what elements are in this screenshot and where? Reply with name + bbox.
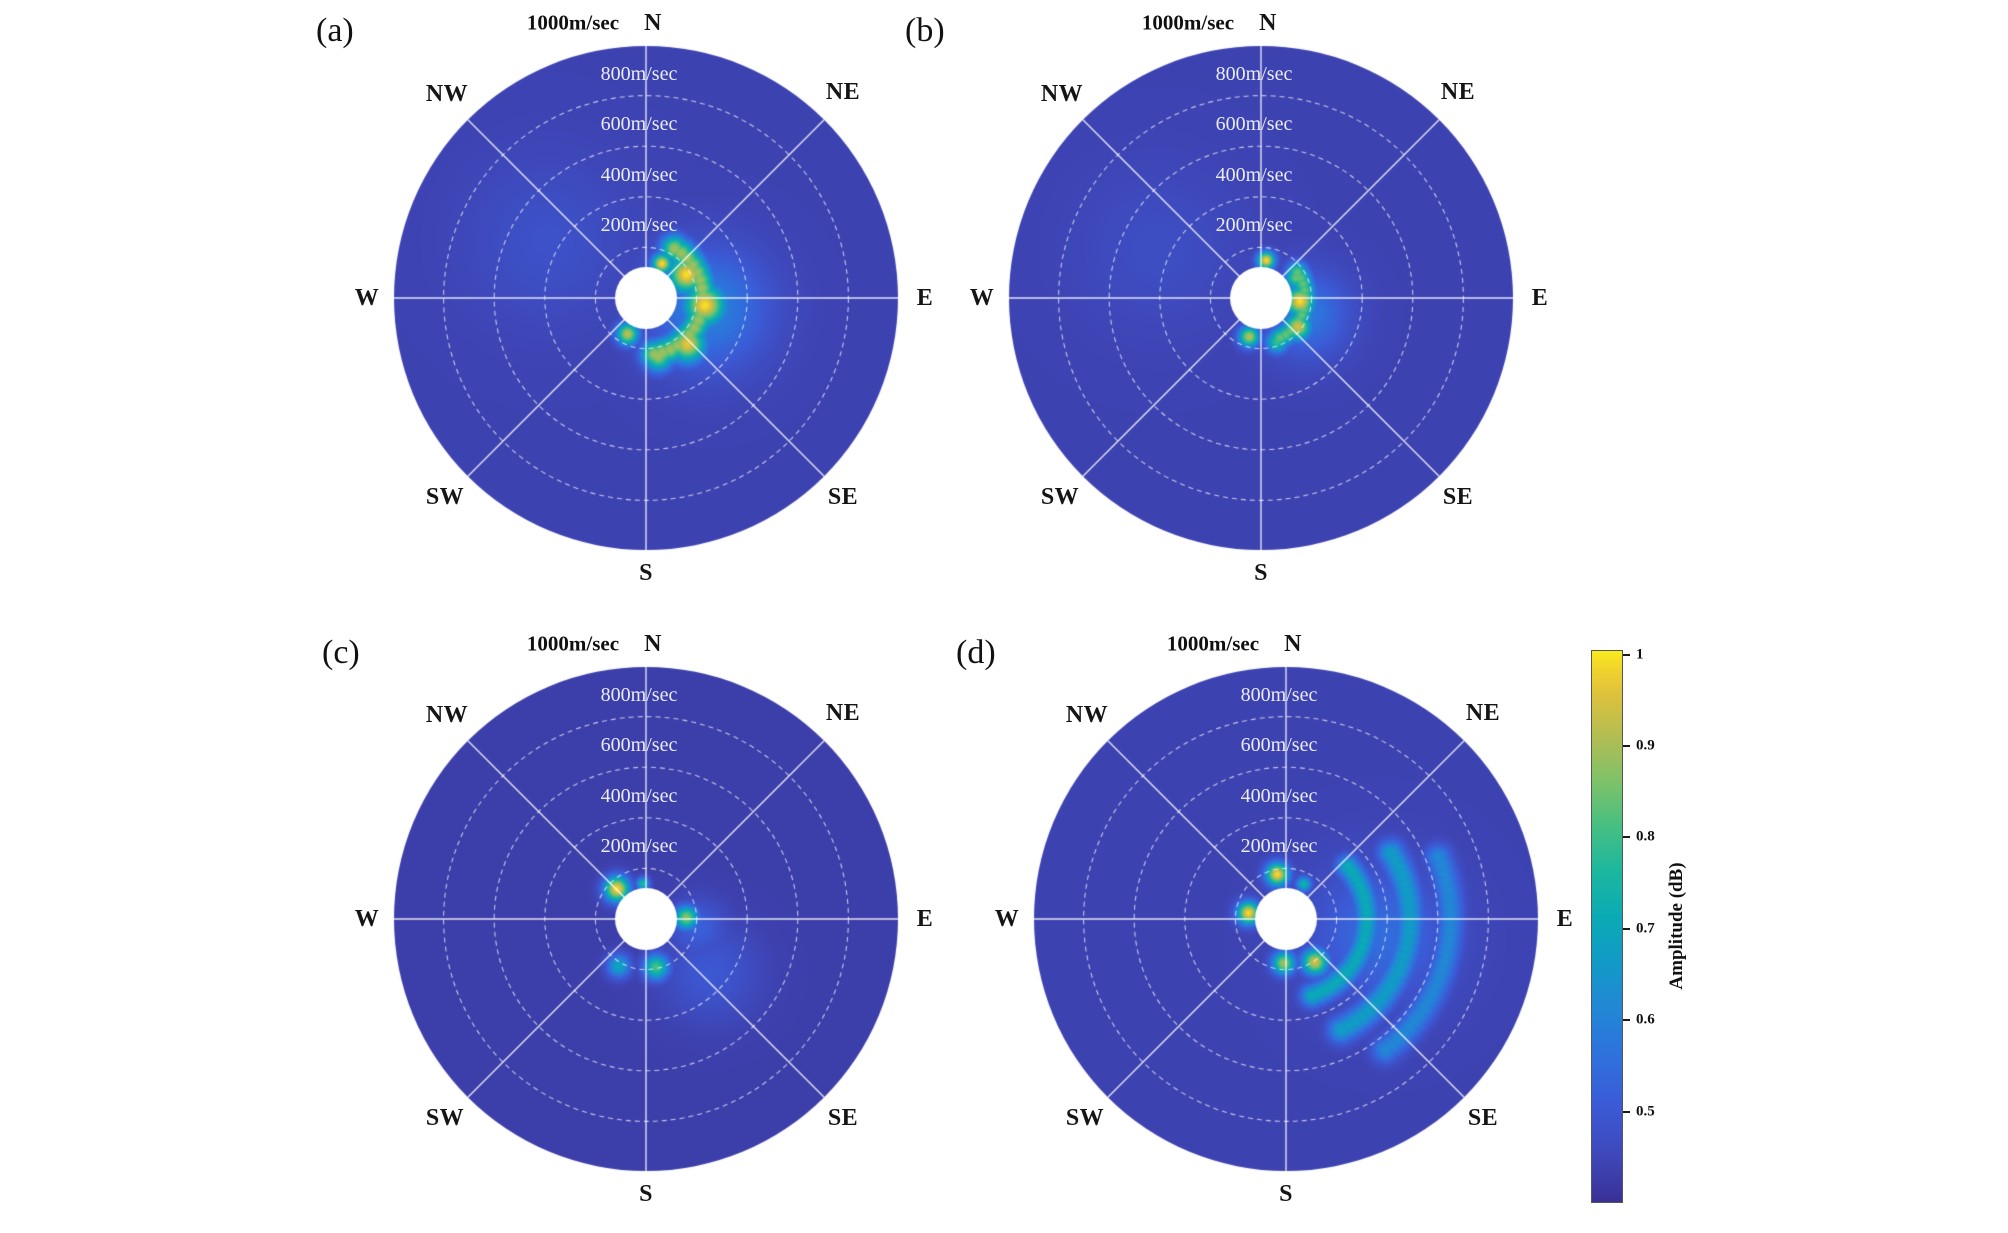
compass-sw: SW [1065,1105,1105,1131]
colorbar-tickmark [1623,836,1630,839]
compass-e: E [1556,906,1574,932]
ring-label-200: 200m/sec [1215,214,1293,236]
compass-n: N [644,10,662,36]
panel-label-c: (c) [322,634,360,671]
compass-ne: NE [1440,79,1476,105]
compass-e: E [1531,285,1549,311]
compass-n: N [1259,10,1277,36]
compass-w: W [354,285,380,311]
ring-label-600: 600m/sec [600,113,678,135]
compass-s: S [1279,1181,1293,1207]
compass-sw: SW [1040,484,1080,510]
colorbar-tick-label: 0.7 [1636,920,1655,937]
ring-label-200: 200m/sec [1240,835,1318,857]
polar-heatmap-c [393,666,899,1172]
compass-nw: NW [1040,81,1084,107]
outer-speed-label: 1000m/sec [526,631,620,656]
polar-plot-a: N NE E SE S SW W NW 200m/sec 400m/sec 600m/sec 800m… [355,11,933,585]
compass-ne: NE [1465,700,1501,726]
compass-nw: NW [1065,702,1109,728]
ring-label-800: 800m/sec [1240,684,1318,706]
outer-speed-label: 1000m/sec [1166,631,1260,656]
compass-s: S [1254,560,1268,586]
ring-label-400: 400m/sec [1215,164,1293,186]
colorbar-tick-label: 0.6 [1636,1011,1655,1028]
compass-n: N [644,631,662,657]
compass-se: SE [827,484,859,510]
ring-label-800: 800m/sec [1215,63,1293,85]
ring-label-800: 800m/sec [600,684,678,706]
ring-label-400: 400m/sec [600,785,678,807]
compass-e: E [916,906,934,932]
compass-s: S [639,560,653,586]
colorbar-tick-label: 1 [1636,646,1644,663]
colorbar-title: Amplitude (dB) [1666,862,1687,990]
compass-sw: SW [425,1105,465,1131]
compass-se: SE [1442,484,1474,510]
ring-label-400: 400m/sec [1240,785,1318,807]
compass-w: W [969,285,995,311]
compass-e: E [916,285,934,311]
outer-speed-label: 1000m/sec [526,10,620,35]
ring-label-800: 800m/sec [600,63,678,85]
colorbar-tick-label: 0.8 [1636,828,1655,845]
compass-sw: SW [425,484,465,510]
compass-se: SE [827,1105,859,1131]
polar-plot-b: N NE E SE S SW W NW 200m/sec 400m/sec 600m/sec 800m… [970,11,1548,585]
panel-label-d: (d) [956,634,996,671]
polar-heatmap-a [393,45,899,551]
colorbar-gradient [1591,650,1623,1203]
compass-se: SE [1467,1105,1499,1131]
compass-n: N [1284,631,1302,657]
ring-label-600: 600m/sec [1215,113,1293,135]
ring-label-400: 400m/sec [600,164,678,186]
polar-heatmap-d [1033,666,1539,1172]
colorbar-tick-label: 0.5 [1636,1103,1655,1120]
colorbar-tickmark [1623,927,1630,930]
colorbar: 1 0.9 0.8 0.7 0.6 0.5 Amplitude (dB) [1591,646,1687,1203]
colorbar-tickmark [1623,1019,1630,1022]
compass-nw: NW [425,702,469,728]
compass-ne: NE [825,79,861,105]
colorbar-tickmark [1623,653,1630,656]
colorbar-tickmark [1623,744,1630,747]
panel-label-a: (a) [316,12,354,49]
compass-ne: NE [825,700,861,726]
panel-label-b: (b) [905,12,945,49]
colorbar-tick-label: 0.9 [1636,737,1655,754]
ring-label-200: 200m/sec [600,835,678,857]
polar-plot-c: N NE E SE S SW W NW 200m/sec 400m/sec 600m/sec 800m… [355,632,933,1206]
compass-w: W [994,906,1020,932]
compass-w: W [354,906,380,932]
compass-nw: NW [425,81,469,107]
polar-heatmap-b [1008,45,1514,551]
ring-label-200: 200m/sec [600,214,678,236]
colorbar-tickmark [1623,1110,1630,1113]
compass-s: S [639,1181,653,1207]
ring-label-600: 600m/sec [1240,734,1318,756]
ring-label-600: 600m/sec [600,734,678,756]
outer-speed-label: 1000m/sec [1141,10,1235,35]
polar-plot-d: N NE E SE S SW W NW 200m/sec 400m/sec 600m/sec 800m… [995,632,1573,1206]
